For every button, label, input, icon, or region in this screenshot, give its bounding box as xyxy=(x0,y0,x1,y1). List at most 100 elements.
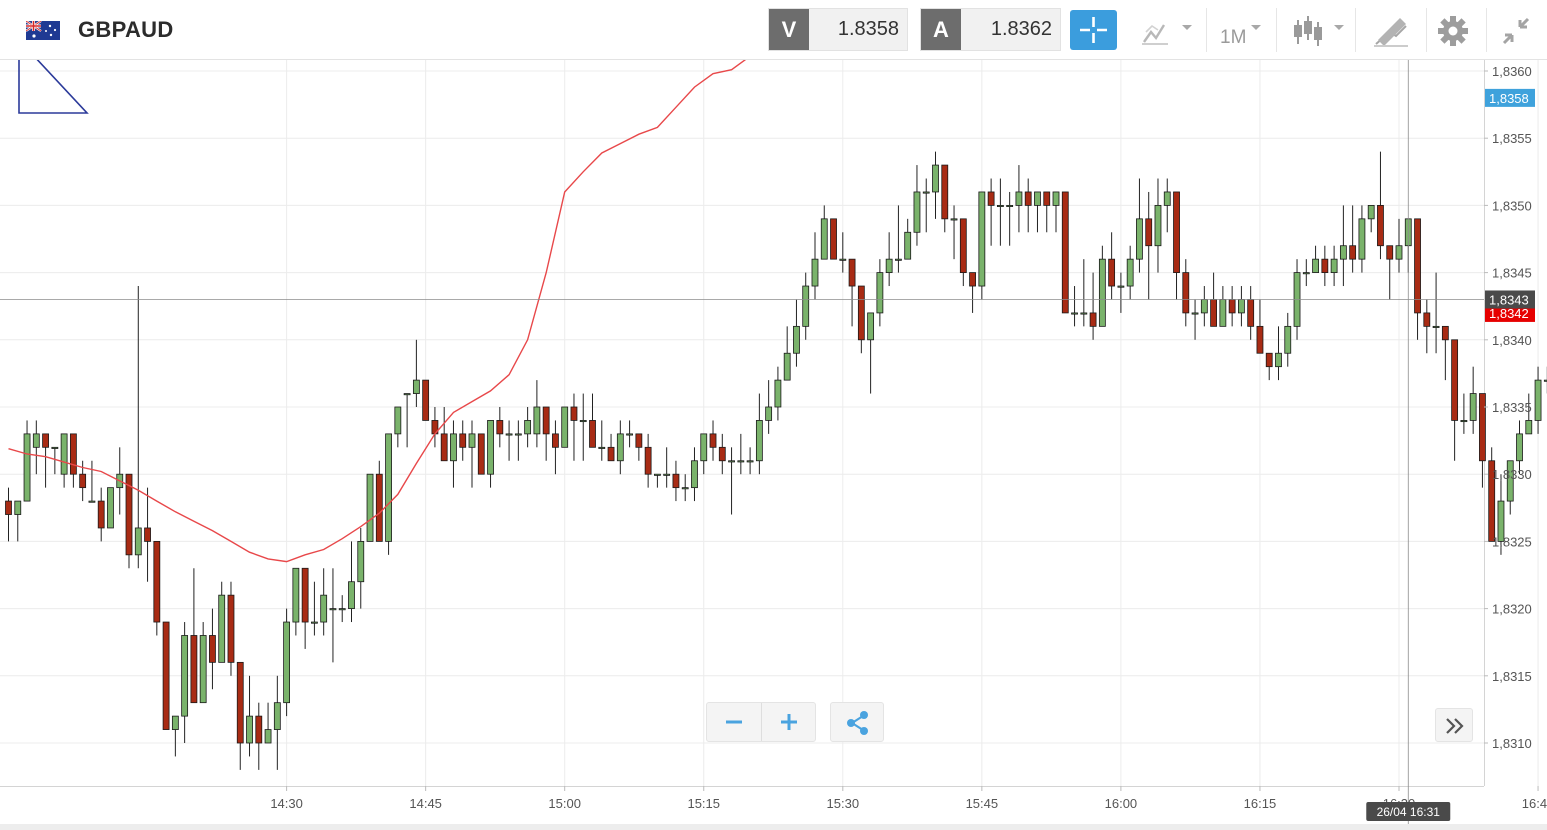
candle-body xyxy=(153,540,161,623)
share-button[interactable] xyxy=(830,702,884,742)
chart-area[interactable]: 1,8310 1,8315 1,8320 1,8325 1,8330 1,8335 1,83… xyxy=(0,60,1547,830)
candlestick-chart[interactable]: 1,8310 1,8315 1,8320 1,8325 1,8330 1,8335 1,83… xyxy=(0,60,1547,830)
candle-body xyxy=(236,661,244,744)
candle-body xyxy=(1145,218,1153,247)
bullish-candle xyxy=(394,406,402,448)
bearish-candle xyxy=(1349,205,1357,273)
candle-body xyxy=(867,312,875,341)
candle-body xyxy=(366,473,374,542)
candle-body xyxy=(487,420,494,475)
crosshair-price-label: 1,8343 xyxy=(1485,290,1535,309)
chart-type-button[interactable] xyxy=(1132,8,1198,52)
bullish-candle xyxy=(32,420,40,475)
candle-body xyxy=(209,635,216,663)
bullish-candle xyxy=(1284,312,1292,367)
triangle-drawing xyxy=(18,60,89,114)
price-tick-label: 1,8330 xyxy=(1492,467,1532,482)
candle-body xyxy=(1089,312,1097,327)
bullish-candle xyxy=(283,608,291,717)
scroll-to-end-button[interactable] xyxy=(1435,708,1473,742)
bullish-candle xyxy=(820,205,828,260)
candle-body xyxy=(1349,245,1357,260)
candle-body xyxy=(1200,299,1208,314)
plus-icon xyxy=(781,714,797,730)
candle-body xyxy=(820,218,828,260)
candle-body xyxy=(1367,204,1375,220)
crosshair-button[interactable] xyxy=(1070,10,1117,50)
candle-body xyxy=(227,594,235,663)
candle-body xyxy=(885,258,893,274)
candle-body xyxy=(1543,379,1547,382)
candle-body xyxy=(1312,258,1319,274)
candle-body xyxy=(459,433,467,448)
bearish-candle xyxy=(1451,339,1459,461)
candle-body xyxy=(1006,204,1014,207)
candle-body xyxy=(1330,258,1338,274)
candle-body xyxy=(79,473,87,489)
candle-body xyxy=(32,433,40,448)
indicators-button[interactable] xyxy=(1284,8,1350,52)
candle-body xyxy=(1497,500,1505,542)
bearish-candle xyxy=(1488,447,1496,542)
fullscreen-button[interactable] xyxy=(1490,8,1542,52)
bullish-candle xyxy=(932,151,939,219)
drawing-tools-button[interactable] xyxy=(1360,8,1420,52)
candle-body xyxy=(1423,312,1431,327)
settings-button[interactable] xyxy=(1428,8,1480,52)
price-tick-label: 1,8335 xyxy=(1492,400,1532,415)
bearish-candle xyxy=(848,258,856,327)
zoom-out-button[interactable] xyxy=(707,703,761,741)
candle-body xyxy=(904,231,912,260)
candle-body xyxy=(134,527,142,556)
bullish-candle xyxy=(728,447,735,515)
bearish-candle xyxy=(422,379,430,421)
collapse-icon xyxy=(1502,17,1530,45)
bullish-candle xyxy=(1163,178,1171,233)
bearish-candle xyxy=(153,540,161,636)
bullish-candle xyxy=(1191,299,1199,340)
bullish-candle xyxy=(320,568,328,636)
candle-body xyxy=(1339,245,1347,260)
bearish-candle xyxy=(1441,325,1449,381)
bearish-candle xyxy=(1377,151,1384,260)
candle-body xyxy=(793,325,800,354)
bullish-candle xyxy=(904,218,912,260)
navigator-bar xyxy=(0,824,1547,830)
time-tick-label: 14:45 xyxy=(409,796,442,811)
price-tick-label: 1,8355 xyxy=(1492,131,1532,146)
bullish-candle xyxy=(811,232,819,300)
bullish-candle xyxy=(1117,272,1125,313)
candle-body xyxy=(579,420,587,423)
bearish-candle xyxy=(1321,245,1329,287)
bullish-candle xyxy=(867,312,875,394)
candle-body xyxy=(1052,191,1060,206)
bearish-candle xyxy=(1247,286,1255,340)
price-tick-label: 1,8320 xyxy=(1492,602,1532,617)
bullish-candle xyxy=(366,473,374,542)
bearish-candle xyxy=(1423,299,1431,354)
bearish-candle xyxy=(69,433,77,488)
time-axis: 14:30 14:45 15:00 15:15 15:30 15:45 16:00 16:15… xyxy=(270,786,1547,811)
bullish-candle xyxy=(654,473,661,488)
bearish-candle xyxy=(709,420,717,461)
candle-body xyxy=(422,379,430,421)
timeframe-button[interactable]: 1M xyxy=(1208,8,1274,52)
candle-body xyxy=(125,473,133,556)
bearish-candle xyxy=(969,272,976,313)
bullish-candle xyxy=(1506,460,1514,515)
candle-body xyxy=(616,433,624,462)
sell-price-button[interactable]: V 1.8358 xyxy=(768,8,908,51)
crosshair-time-label: 26/04 16:31 xyxy=(1366,802,1451,821)
last-close-label-text: 1,8342 xyxy=(1489,306,1529,321)
zoom-in-button[interactable] xyxy=(762,703,816,741)
bullish-candle xyxy=(60,433,68,488)
bullish-candle xyxy=(885,232,893,287)
buy-price-button[interactable]: A 1.8362 xyxy=(920,8,1061,51)
candle-body xyxy=(654,473,661,476)
bullish-candle xyxy=(311,581,318,636)
price-axis: 1,8310 1,8315 1,8320 1,8325 1,8330 1,8335 1,83… xyxy=(1484,64,1532,751)
sell-price: 1.8358 xyxy=(837,18,899,40)
toolbar: GBPAUD V 1.8358 A 1.8362 1M xyxy=(0,0,1547,60)
candle-body xyxy=(950,218,958,221)
candle-body xyxy=(1247,299,1255,327)
